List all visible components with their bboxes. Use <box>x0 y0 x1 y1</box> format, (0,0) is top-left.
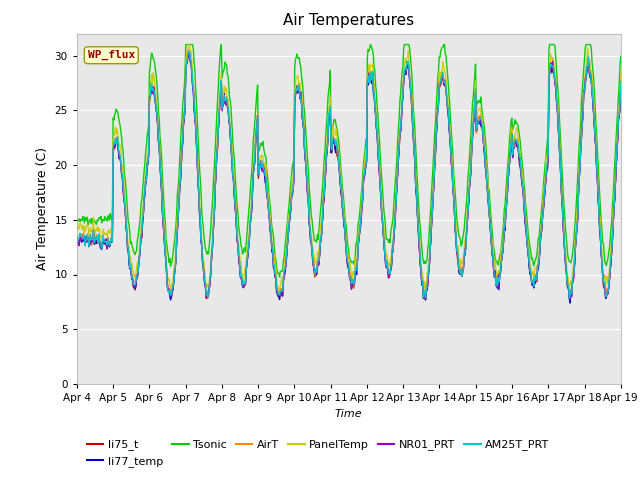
Y-axis label: Air Temperature (C): Air Temperature (C) <box>36 147 49 270</box>
X-axis label: Time: Time <box>335 408 363 419</box>
Text: WP_flux: WP_flux <box>88 50 135 60</box>
Legend: li75_t, li77_temp, Tsonic, AirT, PanelTemp, NR01_PRT, AM25T_PRT: li75_t, li77_temp, Tsonic, AirT, PanelTe… <box>83 435 554 471</box>
Title: Air Temperatures: Air Temperatures <box>284 13 414 28</box>
